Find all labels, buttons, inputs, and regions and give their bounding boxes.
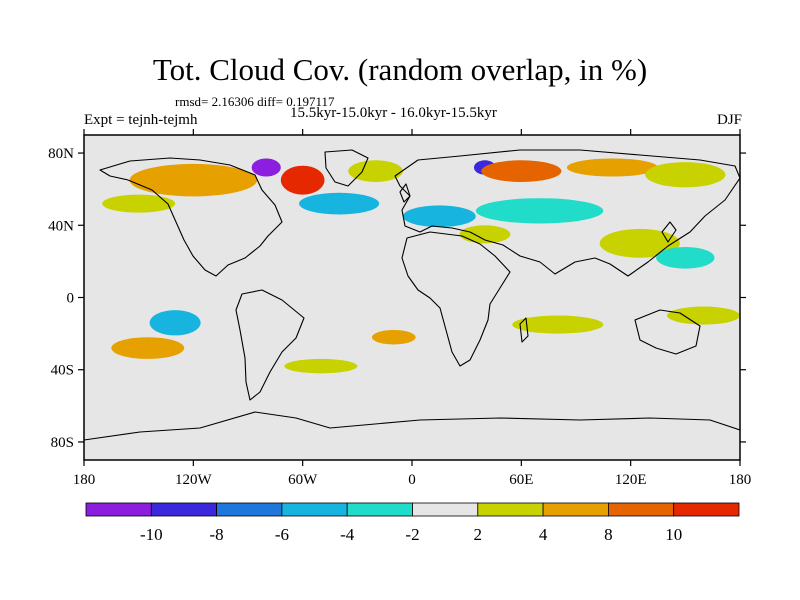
coastline-japan [661,221,677,243]
anomaly-layer [102,158,740,374]
lat-tick-label: 80N [48,146,74,162]
colorbar-label: 8 [604,525,613,544]
colorbar-swatch [542,502,609,517]
colorbar-label: -10 [140,525,163,544]
stats-label: rmsd= 2.16306 diff= 0.197117 [175,94,335,109]
coastline-africa [401,231,511,367]
plot-title: Tot. Cloud Cov. (random overlap, in %) [152,52,648,87]
anomaly-patch [280,165,325,195]
colorbar-swatch [346,502,413,517]
coastline-eurasia [394,149,740,277]
colorbar-swatch [673,502,740,517]
anomaly-patch [459,225,511,244]
anomaly-patch [299,192,380,215]
colorbar-swatch [150,502,218,517]
anomaly-patch [149,310,201,336]
longitude-axis: 180 120W 60W 0 60E 120E 180 [73,129,752,488]
colorbar-label: -2 [405,525,419,544]
anomaly-patch [667,306,740,325]
lon-tick-label: 180 [729,472,752,488]
colorbar-label: 10 [665,525,682,544]
anomaly-patch [102,194,176,213]
anomaly-patch [111,337,185,359]
colorbar-label: -4 [340,525,355,544]
lat-tick-label: 80S [51,435,74,451]
lon-tick-label: 120W [175,472,213,488]
colorbar-swatch [412,502,479,517]
coastline-south-america [235,289,305,401]
anomaly-patch [566,158,658,177]
coastline-antarctica [84,411,740,441]
anomaly-patch [599,228,680,258]
anomaly-patch [645,162,726,188]
anomaly-patch [512,315,604,334]
colorbar: -10 -8 -6 -4 -2 2 4 8 10 [85,502,740,544]
anomaly-patch [402,205,476,228]
coastline-uk [399,183,411,203]
colorbar-label: 4 [539,525,548,544]
anomaly-patch [371,330,416,345]
lat-tick-label: 40N [48,218,74,234]
coastline-madagascar [519,317,529,343]
colorbar-label: 2 [474,525,483,544]
colorbar-label: -8 [210,525,224,544]
latitude-axis: 80N 40N 0 40S 80S [48,146,746,451]
lat-tick-label: 0 [67,291,75,307]
anomaly-patch [129,163,258,197]
coastline-greenland [324,149,369,187]
lon-tick-label: 60E [509,472,533,488]
colorbar-label: -6 [275,525,289,544]
coastline-australia [634,309,701,355]
anomaly-patch [481,160,562,182]
colorbar-swatch [216,502,283,517]
season-label: DJF [716,112,742,128]
experiment-label: Expt = tejnh-tejmh [84,112,198,128]
lon-tick-label: 0 [408,472,416,488]
anomaly-patch [284,358,358,374]
anomaly-patch [348,160,403,182]
lon-tick-label: 120E [615,472,647,488]
lon-tick-label: 180 [73,472,96,488]
colorbar-swatch [608,502,675,517]
colorbar-swatch [477,502,544,517]
anomaly-patch [656,246,715,269]
coastlines [84,149,740,441]
lon-tick-label: 60W [288,472,318,488]
period-label: 15.5kyr-15.0kyr - 16.0kyr-15.5kyr [290,105,497,121]
lat-tick-label: 40S [51,363,74,379]
anomaly-patch [475,198,604,224]
colorbar-swatch [281,502,348,517]
colorbar-swatch [85,502,152,517]
anomaly-patch [251,158,281,177]
coastline-north-america [99,157,283,277]
